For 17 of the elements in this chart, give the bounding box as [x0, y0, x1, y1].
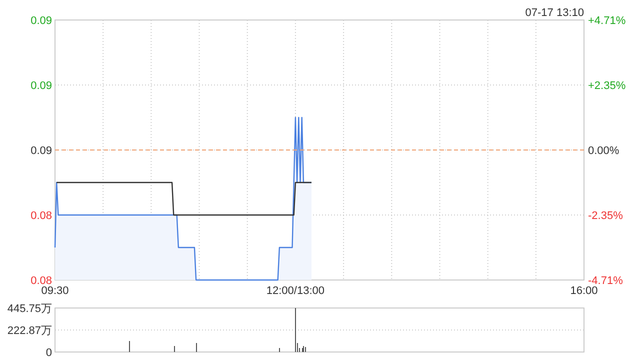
y-tick-label: 0.08 [30, 210, 52, 222]
y2-tick-label: +2.35% [588, 80, 626, 92]
y2-tick-label: -2.35% [588, 210, 624, 222]
y-tick-label: 445.75万 [7, 303, 52, 315]
y-tick-label: 222.87万 [7, 325, 52, 337]
y-tick-label: 0.08 [30, 275, 52, 287]
x-tick-label: 09:30 [41, 285, 69, 297]
y-tick-label: 0.09 [30, 15, 52, 27]
text: 07-17 13:10 [525, 7, 584, 19]
x-tick-label: 16:00 [570, 285, 598, 297]
y2-tick-label: +4.71% [588, 15, 626, 27]
y2-tick-label: -4.71% [588, 275, 624, 287]
y-tick-label: 0 [46, 347, 52, 359]
y2-tick-label: 0.00% [588, 145, 620, 157]
y-tick-label: 0.09 [30, 145, 52, 157]
y-tick-label: 0.09 [30, 80, 52, 92]
x-tick-label: 12:00/13:00 [266, 285, 325, 297]
